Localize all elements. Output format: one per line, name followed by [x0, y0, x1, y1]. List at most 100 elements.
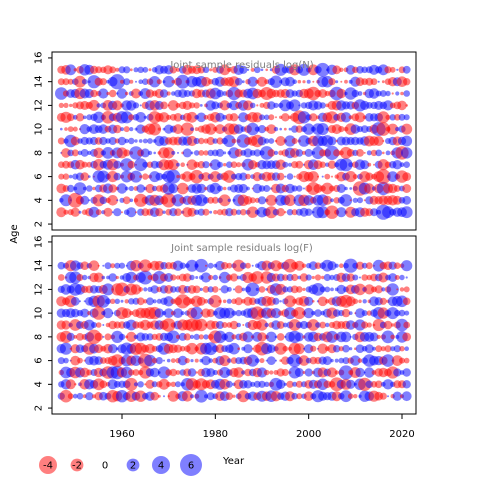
residual-bubble	[336, 88, 347, 99]
residual-bubble	[145, 379, 155, 389]
residual-bubble	[190, 394, 194, 399]
residual-bubble	[288, 99, 301, 112]
residual-bubble	[134, 158, 148, 172]
residual-bubble	[249, 197, 256, 204]
residual-bubble	[273, 102, 279, 108]
residual-bubble	[142, 138, 148, 144]
residual-bubble	[295, 149, 304, 157]
residual-bubble	[381, 80, 385, 84]
residual-bubble	[113, 124, 122, 134]
residual-bubble	[212, 274, 218, 281]
residual-bubble	[236, 275, 241, 280]
residual-bubble	[341, 308, 351, 318]
residual-bubble	[364, 183, 375, 194]
residual-bubble	[339, 263, 344, 269]
residual-bubble	[394, 275, 400, 280]
residual-bubble	[111, 312, 114, 315]
residual-bubble	[223, 170, 236, 183]
residual-bubble	[181, 390, 193, 402]
residual-bubble	[328, 78, 336, 86]
residual-bubble	[170, 286, 177, 293]
residual-bubble	[218, 194, 231, 207]
residual-bubble	[265, 206, 278, 219]
residual-bubble	[91, 322, 97, 328]
residual-bubble	[79, 124, 90, 135]
residual-bubble	[246, 68, 250, 72]
residual-bubble	[318, 89, 328, 98]
residual-bubble	[186, 342, 198, 355]
residual-bubble	[190, 306, 203, 320]
residual-bubble	[397, 100, 407, 111]
residual-bubble	[298, 135, 310, 147]
residual-bubble	[80, 308, 90, 318]
residual-bubble	[345, 65, 356, 75]
residual-bubble	[136, 184, 145, 193]
residual-bubble	[258, 380, 266, 388]
residual-bubble	[133, 382, 139, 387]
residual-bubble	[286, 209, 294, 216]
residual-bubble	[203, 334, 209, 340]
residual-bubble	[294, 368, 304, 377]
residual-bubble	[202, 161, 210, 169]
residual-bubble	[264, 322, 269, 328]
residual-bubble	[275, 359, 277, 362]
residual-bubble	[160, 101, 168, 110]
residual-bubble	[138, 139, 143, 143]
residual-bubble	[387, 395, 389, 398]
legend-label: 4	[158, 461, 164, 472]
residual-bubble	[151, 381, 158, 388]
residual-bubble	[314, 262, 322, 270]
residual-bubble	[74, 383, 77, 386]
residual-bubble	[237, 347, 240, 351]
residual-bubble	[139, 175, 143, 179]
residual-bubble	[245, 262, 251, 269]
residual-bubble	[252, 183, 262, 194]
residual-bubble	[106, 91, 110, 96]
residual-bubble	[340, 390, 352, 403]
residual-bubble	[157, 394, 161, 398]
residual-bubble	[402, 380, 411, 389]
residual-bubble	[382, 151, 385, 155]
residual-bubble	[233, 367, 244, 378]
residual-bubble	[88, 175, 91, 178]
residual-bubble	[102, 264, 105, 267]
panel-log-n: Joint sample residuals log(N) 2 4 6 8 10 12 14…	[34, 51, 417, 231]
residual-bubble	[149, 76, 161, 88]
residual-bubble	[111, 211, 114, 214]
residual-bubble	[88, 206, 100, 218]
residual-bubble	[129, 68, 133, 72]
residual-bubble	[61, 148, 71, 158]
residual-bubble	[209, 68, 213, 72]
residual-bubble	[155, 208, 164, 217]
residual-bubble	[326, 367, 338, 378]
residual-bubble	[195, 371, 198, 374]
residual-bubble	[195, 318, 208, 332]
residual-bubble	[163, 296, 174, 307]
residual-bubble	[224, 331, 235, 343]
residual-bubble	[342, 357, 350, 365]
residual-bubble	[253, 149, 261, 157]
residual-bubble	[257, 196, 267, 205]
residual-bubble	[315, 322, 321, 328]
residual-bubble	[404, 310, 410, 316]
residual-bubble	[402, 65, 411, 74]
residual-bubble	[223, 163, 227, 167]
residual-bubble	[108, 273, 117, 282]
residual-bubble	[70, 207, 80, 217]
residual-bubble	[193, 137, 200, 145]
residual-bubble	[80, 261, 89, 271]
residual-bubble	[166, 114, 172, 120]
residual-bubble	[99, 136, 108, 146]
residual-bubble	[193, 102, 200, 109]
residual-bubble	[130, 355, 142, 366]
residual-bubble	[132, 369, 140, 376]
residual-bubble	[173, 344, 183, 353]
residual-bubble	[270, 308, 282, 319]
residual-bubble	[403, 357, 410, 364]
residual-bubble	[66, 113, 75, 122]
residual-bubble	[97, 170, 110, 183]
residual-bubble	[312, 80, 315, 83]
residual-bubble	[292, 381, 298, 387]
residual-bubble	[241, 80, 245, 84]
residual-bubble	[94, 344, 104, 354]
